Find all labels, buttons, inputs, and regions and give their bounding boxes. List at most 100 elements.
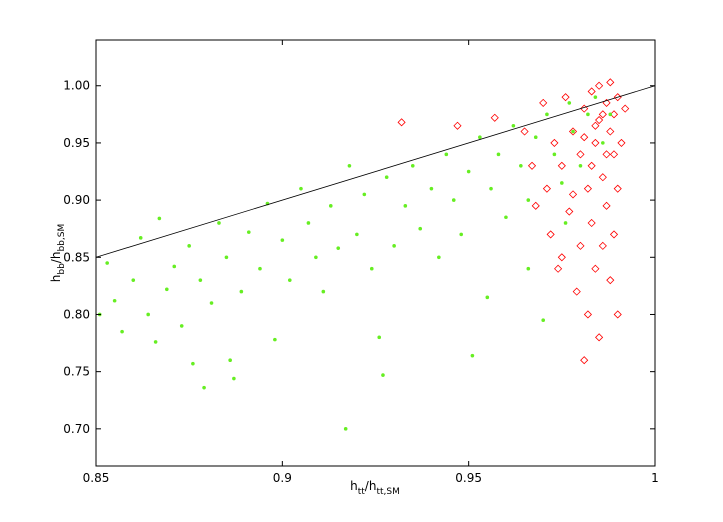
point bbox=[595, 81, 604, 90]
point bbox=[328, 204, 333, 208]
point bbox=[595, 115, 604, 125]
point bbox=[560, 181, 564, 185]
point bbox=[601, 141, 605, 145]
point bbox=[105, 261, 109, 265]
point bbox=[165, 287, 169, 292]
point bbox=[131, 278, 136, 282]
label-part: tt,SM bbox=[376, 487, 399, 497]
point bbox=[545, 112, 549, 117]
point bbox=[258, 266, 262, 271]
point bbox=[546, 230, 555, 239]
x-tick-label: 0.85 bbox=[83, 471, 110, 485]
point bbox=[306, 221, 311, 225]
point bbox=[478, 135, 482, 140]
point bbox=[539, 98, 548, 107]
point bbox=[613, 310, 622, 319]
point bbox=[578, 163, 583, 168]
point bbox=[453, 121, 462, 130]
point bbox=[576, 241, 585, 250]
point bbox=[392, 244, 396, 248]
point bbox=[228, 358, 232, 363]
point bbox=[613, 184, 622, 193]
point bbox=[191, 361, 195, 366]
label-part: bb bbox=[57, 263, 67, 275]
point bbox=[397, 118, 406, 127]
point bbox=[336, 246, 341, 250]
point bbox=[209, 301, 214, 305]
point bbox=[587, 218, 596, 228]
point bbox=[526, 198, 531, 202]
point bbox=[591, 138, 600, 147]
point bbox=[606, 127, 615, 136]
point bbox=[591, 121, 600, 130]
point bbox=[377, 335, 382, 340]
point bbox=[280, 238, 285, 242]
point bbox=[355, 232, 359, 237]
point bbox=[609, 150, 619, 159]
point bbox=[568, 127, 578, 136]
point bbox=[146, 312, 150, 317]
point bbox=[583, 184, 592, 193]
point bbox=[511, 123, 516, 128]
y-axis-label: hbb/hbb,SM bbox=[49, 224, 67, 282]
point bbox=[347, 163, 352, 168]
label-part: bb,SM bbox=[57, 224, 67, 252]
label-part: tt bbox=[358, 487, 366, 497]
point bbox=[187, 244, 191, 248]
point bbox=[593, 95, 598, 99]
point bbox=[568, 190, 578, 199]
y-tick-label: 0.85 bbox=[63, 250, 90, 264]
point bbox=[384, 175, 389, 180]
point bbox=[587, 161, 596, 170]
point bbox=[606, 276, 615, 285]
x-tick-label: 0.9 bbox=[273, 471, 292, 485]
point bbox=[609, 230, 619, 239]
point bbox=[567, 101, 572, 105]
y-tick-label: 0.95 bbox=[63, 136, 90, 150]
x-axis-label: htt/htt,SM bbox=[350, 479, 400, 497]
point bbox=[602, 150, 611, 159]
point bbox=[557, 253, 566, 262]
point bbox=[485, 295, 490, 300]
point bbox=[563, 221, 568, 225]
plot-area bbox=[95, 78, 656, 431]
point bbox=[496, 152, 501, 157]
point bbox=[410, 163, 415, 168]
y-tick-label: 0.90 bbox=[63, 193, 90, 207]
point bbox=[526, 266, 531, 271]
point bbox=[587, 87, 596, 96]
point bbox=[202, 385, 206, 390]
point bbox=[299, 186, 303, 191]
point bbox=[533, 135, 538, 140]
point bbox=[470, 353, 475, 358]
point bbox=[613, 93, 622, 102]
point bbox=[444, 152, 449, 157]
point bbox=[321, 289, 326, 294]
point bbox=[621, 104, 630, 113]
point bbox=[112, 298, 117, 303]
point bbox=[565, 207, 574, 216]
label-part: h bbox=[350, 479, 358, 493]
point bbox=[504, 215, 508, 220]
point bbox=[403, 204, 408, 208]
point bbox=[287, 278, 292, 282]
plot-frame bbox=[95, 39, 656, 467]
point bbox=[572, 287, 581, 296]
point bbox=[224, 255, 229, 260]
point bbox=[519, 163, 523, 168]
point bbox=[571, 129, 575, 134]
point bbox=[466, 169, 471, 174]
point bbox=[459, 232, 464, 237]
point bbox=[343, 427, 348, 431]
point bbox=[429, 186, 434, 191]
label-part: /h bbox=[365, 479, 377, 493]
point bbox=[179, 324, 184, 328]
point bbox=[490, 113, 499, 122]
point bbox=[598, 241, 607, 250]
point bbox=[541, 318, 545, 322]
point bbox=[580, 133, 589, 142]
point bbox=[157, 216, 162, 221]
point bbox=[314, 255, 318, 260]
point bbox=[172, 264, 177, 269]
